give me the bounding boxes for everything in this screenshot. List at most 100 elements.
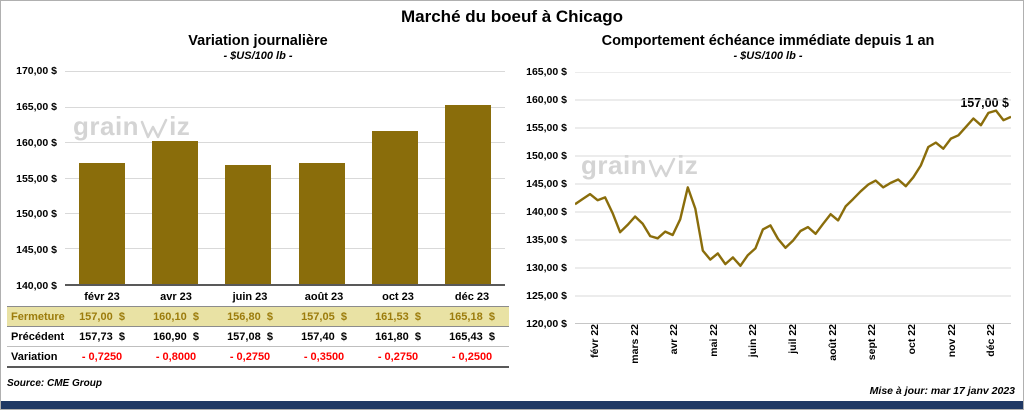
table-row: Variation - 0,7250 - 0,8000 - 0,2750 - 0,350… <box>7 347 509 367</box>
y-tick-label: 125,00 $ <box>526 290 567 302</box>
price-line <box>575 109 1011 268</box>
table-cell: - 0,3500 <box>303 351 345 363</box>
y-tick-label: 170,00 $ <box>16 65 57 77</box>
table-cell: 165,18 $ <box>449 311 495 323</box>
bar-chart-subtitle: - $US/100 lb - <box>223 50 293 62</box>
months-row: févr 23 avr 23 juin 23 août 23 oct 23 déc 23 <box>7 287 509 307</box>
bar-plot-area: grain iz <box>65 71 505 286</box>
gridline <box>65 141 505 143</box>
table-cell: 161,80 $ <box>375 331 421 343</box>
table-cell: - 0,2500 <box>451 351 493 363</box>
y-tick-label: 130,00 $ <box>526 262 567 274</box>
last-price-label: 157,00 $ <box>960 95 1009 110</box>
table-cell: 157,00 $ <box>79 311 125 323</box>
x-tick-label: févr 22 <box>588 324 601 358</box>
y-tick-label: 165,00 $ <box>526 66 567 78</box>
gridline <box>65 213 505 214</box>
line-chart: 165,00 $ 160,00 $ 155,00 $ 150,00 $ 145,00 $… <box>517 66 1019 377</box>
month-header: déc 23 <box>454 291 490 303</box>
x-tick-label: oct 22 <box>905 324 918 355</box>
footer-bar <box>1 401 1023 409</box>
y-tick-label: 160,00 $ <box>16 136 57 149</box>
daily-variation-panel: Variation journalière - $US/100 lb - 170… <box>7 33 509 389</box>
gridline <box>65 106 505 108</box>
line-x-axis: févr 22 mars 22 avr 22 mai 22 juin 22 juil 22… <box>575 324 1011 374</box>
y-tick-label: 165,00 $ <box>16 100 57 113</box>
bar-slot <box>138 71 211 284</box>
updated-note: Mise à jour: mar 17 janv 2023 <box>869 385 1015 397</box>
y-tick-label: 140,00 $ <box>16 280 57 292</box>
x-tick-label: nov 22 <box>945 324 958 358</box>
x-tick-label: déc 22 <box>985 324 998 357</box>
page-title: Marché du boeuf à Chicago <box>401 7 623 26</box>
table-cell: 156,80 $ <box>227 311 273 323</box>
month-header: août 23 <box>304 291 344 303</box>
line-chart-subtitle: - $US/100 lb - <box>733 50 803 62</box>
row-label: Fermeture <box>11 311 65 323</box>
gridline <box>65 177 505 179</box>
table-cell: 157,40 $ <box>301 331 347 343</box>
table-cell: - 0,7250 <box>81 351 123 363</box>
bar <box>151 141 198 284</box>
table-cell: 157,73 $ <box>79 331 125 343</box>
gridline <box>65 71 505 72</box>
bar-slot <box>285 71 358 284</box>
gridline <box>65 248 505 250</box>
y-tick-label: 145,00 $ <box>526 177 567 190</box>
table-row: Précédent 157,73 $ 160,90 $ 157,08 $ 157,40 … <box>7 327 509 347</box>
y-tick-label: 145,00 $ <box>16 244 57 257</box>
y-tick-label: 155,00 $ <box>16 172 57 185</box>
bar <box>78 163 125 284</box>
y-tick-label: 155,00 $ <box>526 121 567 134</box>
month-header: avr 23 <box>160 291 192 303</box>
bar-slot <box>358 71 431 284</box>
y-tick-label: 140,00 $ <box>526 206 567 218</box>
source-note: Source: CME Group <box>7 378 103 389</box>
front-month-panel: Comportement échéance immédiate depuis 1… <box>517 33 1019 397</box>
table-cell: 160,90 $ <box>153 331 199 343</box>
x-tick-label: sept 22 <box>866 324 879 361</box>
x-tick-label: juin 22 <box>747 324 760 358</box>
bar-slot <box>65 71 138 284</box>
price-table: févr 23 avr 23 juin 23 août 23 oct 23 déc 23 … <box>7 287 509 368</box>
month-header: févr 23 <box>84 291 120 303</box>
bar <box>371 131 418 284</box>
table-cell: 157,05 $ <box>301 311 347 323</box>
x-tick-label: juil 22 <box>787 324 799 354</box>
line-plot-area: grain iz 157,00 $ <box>575 72 1011 324</box>
row-label: Précédent <box>11 331 65 343</box>
table-cell: 157,08 $ <box>227 331 273 343</box>
y-tick-label: 160,00 $ <box>526 93 567 106</box>
bar-chart: 170,00 $ 165,00 $ 160,00 $ 155,00 $ 150,00 $… <box>7 65 509 292</box>
row-label: Variation <box>11 351 58 363</box>
x-tick-label: avr 22 <box>668 324 681 355</box>
y-tick-label: 150,00 $ <box>16 208 57 221</box>
x-tick-label: mars 22 <box>628 324 641 364</box>
bar-chart-title: Variation journalière <box>188 33 328 49</box>
price-line-chart <box>575 72 1011 324</box>
x-tick-label: août 22 <box>826 324 839 361</box>
table-cell: 160,10 $ <box>153 311 199 323</box>
table-cell: - 0,8000 <box>155 351 197 363</box>
bar-y-axis: 170,00 $ 165,00 $ 160,00 $ 155,00 $ 150,00 $… <box>7 65 63 292</box>
x-tick-label: mai 22 <box>707 324 720 357</box>
bar <box>298 162 345 284</box>
table-cell: - 0,2750 <box>229 351 271 363</box>
month-header: oct 23 <box>382 291 414 303</box>
bar-slot <box>212 71 285 284</box>
bar <box>225 164 272 284</box>
line-chart-title: Comportement échéance immédiate depuis 1… <box>601 33 935 49</box>
y-tick-label: 150,00 $ <box>526 149 567 162</box>
table-cell: 165,43 $ <box>449 331 495 343</box>
table-cell: - 0,2750 <box>377 351 419 363</box>
line-y-axis: 165,00 $ 160,00 $ 155,00 $ 150,00 $ 145,00 $… <box>517 66 573 330</box>
table-cell: 161,53 $ <box>375 311 421 323</box>
y-tick-label: 135,00 $ <box>526 234 567 246</box>
bar <box>445 105 492 284</box>
bar-slot <box>432 71 505 284</box>
bars <box>65 71 505 284</box>
month-header: juin 23 <box>232 291 268 303</box>
table-row: Fermeture 157,00 $ 160,10 $ 156,80 $ 157,05 … <box>7 306 509 327</box>
y-tick-label: 120,00 $ <box>526 318 567 330</box>
